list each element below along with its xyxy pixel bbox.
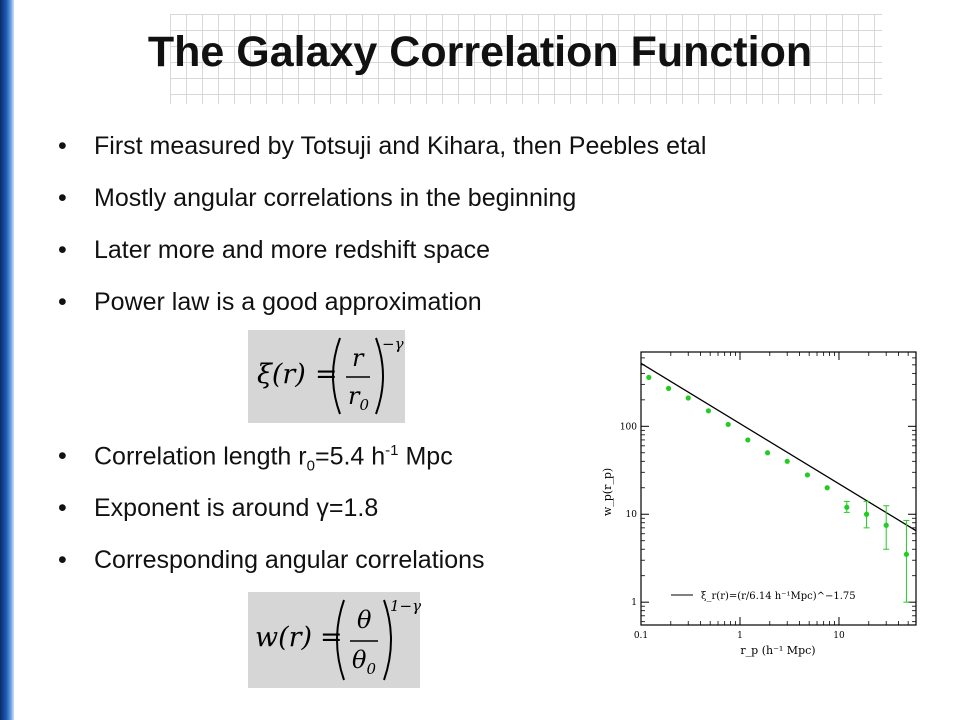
data-point bbox=[646, 374, 652, 380]
bullet-dot: • bbox=[58, 494, 67, 522]
bullet-dot: • bbox=[58, 184, 67, 212]
data-point bbox=[883, 522, 889, 528]
equation-equals: = bbox=[315, 359, 338, 390]
fraction-numerator: θ bbox=[357, 606, 372, 634]
data-point bbox=[745, 437, 751, 443]
data-point bbox=[784, 458, 790, 464]
equation-parentheses bbox=[336, 599, 392, 681]
data-point bbox=[903, 551, 910, 557]
equation-lhs: w(r) bbox=[255, 622, 313, 653]
data-point bbox=[685, 395, 691, 401]
y-tick-label: 10 bbox=[626, 510, 638, 520]
bullet-text: Later more and more redshift space bbox=[94, 236, 491, 264]
y-tick-label: 100 bbox=[620, 422, 637, 432]
bullet-dot: • bbox=[58, 442, 67, 470]
plot-frame bbox=[640, 351, 917, 626]
bullet-text: Corresponding angular correlations bbox=[94, 546, 485, 574]
x-axis-label: r_p (h⁻¹ Mpc) bbox=[740, 644, 815, 657]
equation-parentheses bbox=[332, 337, 384, 415]
slide-title: The Galaxy Correlation Function bbox=[147, 28, 813, 76]
data-point bbox=[844, 504, 850, 510]
y-tick-label: 1 bbox=[631, 598, 637, 608]
fraction-denominator: θ0 bbox=[352, 646, 376, 678]
equation-exponent: −γ bbox=[382, 335, 404, 353]
bullet-dot: • bbox=[58, 236, 67, 264]
x-tick-label: 10 bbox=[833, 631, 845, 641]
bullet-dot: • bbox=[58, 132, 67, 160]
equation-xi-box: ξ(r) = r r0 −γ bbox=[248, 330, 405, 423]
x-tick-label: 1 bbox=[737, 631, 743, 641]
data-point bbox=[665, 385, 672, 391]
data-point bbox=[863, 511, 870, 517]
data-point bbox=[705, 408, 712, 414]
bullet-text: Power law is a good approximation bbox=[94, 288, 482, 316]
bullet-text: Mostly angular correlations in the begin… bbox=[94, 184, 577, 212]
equation-exponent: 1−γ bbox=[390, 597, 422, 615]
equation-w-box: w(r) = θ θ0 1−γ bbox=[248, 592, 422, 688]
bullet-text: Correlation length r0=5.4 h-1 Mpc bbox=[94, 442, 453, 475]
legend-label: ξ_r(r)=(r/6.14 h⁻¹Mpc)^−1.75 bbox=[701, 591, 856, 602]
power-law-fit-line bbox=[640, 362, 917, 532]
bullet-dot: • bbox=[58, 546, 67, 574]
bullet-text: First measured by Totsuji and Kihara, th… bbox=[94, 132, 707, 160]
y-axis-label: w_p(r_p) bbox=[601, 468, 614, 516]
equation-lhs: ξ(r) bbox=[257, 359, 306, 390]
fraction-numerator: r bbox=[352, 344, 364, 372]
data-point bbox=[725, 421, 731, 428]
slide-accent-bar bbox=[0, 0, 14, 720]
data-point bbox=[824, 485, 830, 491]
data-point bbox=[764, 450, 771, 456]
x-tick-label: 0.1 bbox=[634, 631, 648, 641]
fraction-denominator: r0 bbox=[348, 382, 370, 414]
bullet-dot: • bbox=[58, 288, 67, 316]
title-grid-decoration bbox=[170, 14, 882, 104]
data-point bbox=[804, 472, 811, 478]
correlation-function-plot: 0.1 1 10 1 10 100 w_p(r_p) r_p (h⁻¹ Mpc) ξ_r(… bbox=[601, 351, 917, 657]
bullet-text: Exponent is around γ=1.8 bbox=[94, 494, 379, 522]
